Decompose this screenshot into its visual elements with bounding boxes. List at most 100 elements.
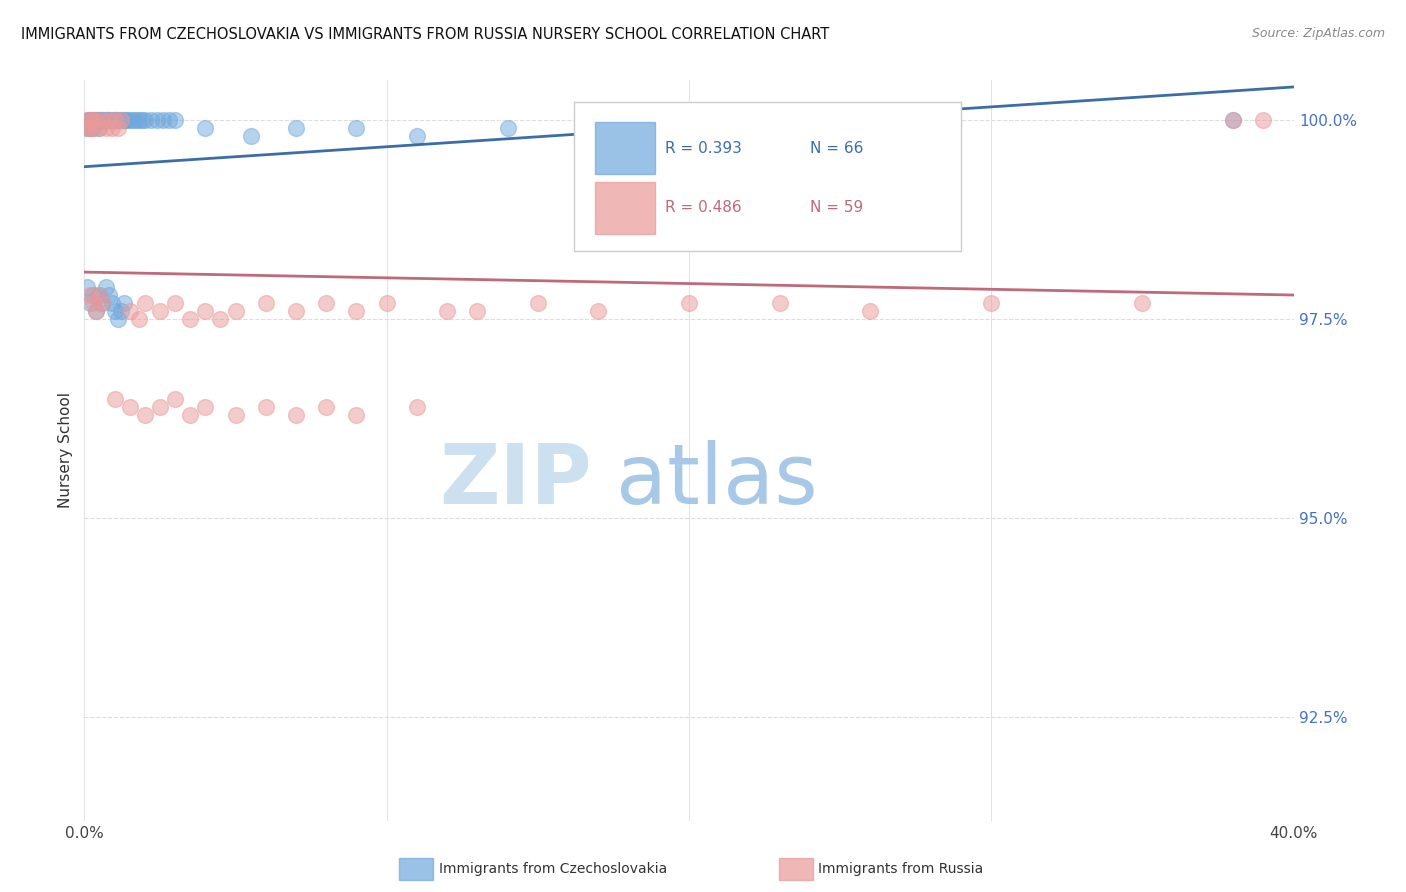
Point — [91, 296, 114, 310]
Text: Immigrants from Czechoslovakia: Immigrants from Czechoslovakia — [439, 862, 666, 876]
Point — [254, 400, 277, 414]
Text: Immigrants from Russia: Immigrants from Russia — [818, 862, 984, 876]
Point — [110, 113, 132, 128]
Point — [104, 113, 127, 128]
Point — [107, 113, 129, 128]
Point — [149, 304, 172, 318]
Point — [467, 304, 489, 318]
Point — [89, 288, 111, 302]
Point — [97, 113, 120, 128]
Point — [91, 296, 114, 310]
Point — [89, 121, 111, 136]
Point — [76, 280, 98, 294]
Point — [152, 113, 174, 128]
Text: Source: ZipAtlas.com: Source: ZipAtlas.com — [1251, 27, 1385, 40]
Point — [112, 113, 135, 128]
Point — [82, 113, 104, 128]
Point — [82, 121, 104, 136]
Point — [1253, 113, 1275, 128]
Point — [194, 400, 217, 414]
Point — [89, 121, 111, 136]
Point — [100, 121, 122, 136]
Point — [82, 113, 104, 128]
Point — [859, 304, 882, 318]
Point — [346, 304, 368, 318]
Point — [527, 296, 550, 310]
Text: atlas: atlas — [616, 440, 818, 521]
Point — [285, 121, 308, 136]
Point — [76, 121, 98, 136]
Point — [194, 121, 217, 136]
Point — [94, 113, 117, 128]
Point — [82, 288, 104, 302]
Point — [285, 304, 308, 318]
Point — [496, 121, 519, 136]
Point — [91, 113, 114, 128]
Point — [112, 113, 135, 128]
Point — [1222, 113, 1244, 128]
Point — [980, 296, 1002, 310]
Point — [165, 392, 187, 406]
Point — [194, 304, 217, 318]
Point — [86, 304, 108, 318]
Point — [179, 408, 201, 422]
Point — [1130, 296, 1153, 310]
Point — [76, 121, 98, 136]
Point — [112, 296, 135, 310]
Point — [104, 392, 127, 406]
Point — [89, 113, 111, 128]
Point — [678, 296, 700, 310]
Point — [79, 288, 101, 302]
Point — [104, 113, 127, 128]
Point — [79, 296, 101, 310]
Text: R = 0.393: R = 0.393 — [665, 141, 741, 156]
Text: N = 59: N = 59 — [810, 200, 863, 215]
Point — [91, 113, 114, 128]
Point — [128, 113, 150, 128]
Point — [254, 296, 277, 310]
Point — [82, 121, 104, 136]
Point — [94, 280, 117, 294]
Point — [79, 113, 101, 128]
Text: R = 0.486: R = 0.486 — [665, 200, 741, 215]
Point — [86, 113, 108, 128]
Point — [89, 113, 111, 128]
Point — [86, 113, 108, 128]
Point — [91, 113, 114, 128]
Point — [436, 304, 458, 318]
Point — [76, 113, 98, 128]
Text: N = 66: N = 66 — [810, 141, 863, 156]
Point — [97, 113, 120, 128]
Point — [406, 128, 429, 143]
Point — [118, 304, 141, 318]
Point — [315, 400, 337, 414]
Point — [769, 121, 792, 136]
Point — [165, 113, 187, 128]
Y-axis label: Nursery School: Nursery School — [58, 392, 73, 508]
Point — [79, 121, 101, 136]
Point — [134, 408, 156, 422]
Point — [107, 113, 129, 128]
Point — [209, 312, 232, 326]
Point — [179, 312, 201, 326]
Point — [588, 304, 610, 318]
Point — [86, 113, 108, 128]
Point — [406, 400, 429, 414]
Point — [128, 312, 150, 326]
Point — [346, 121, 368, 136]
Point — [79, 113, 101, 128]
Point — [97, 113, 120, 128]
FancyBboxPatch shape — [595, 182, 655, 234]
Point — [89, 288, 111, 302]
Point — [110, 304, 132, 318]
Point — [134, 113, 156, 128]
Point — [134, 296, 156, 310]
Point — [125, 113, 148, 128]
FancyBboxPatch shape — [595, 122, 655, 174]
Point — [769, 296, 792, 310]
Point — [115, 113, 138, 128]
Point — [121, 113, 143, 128]
Point — [346, 408, 368, 422]
Point — [86, 304, 108, 318]
Point — [315, 296, 337, 310]
